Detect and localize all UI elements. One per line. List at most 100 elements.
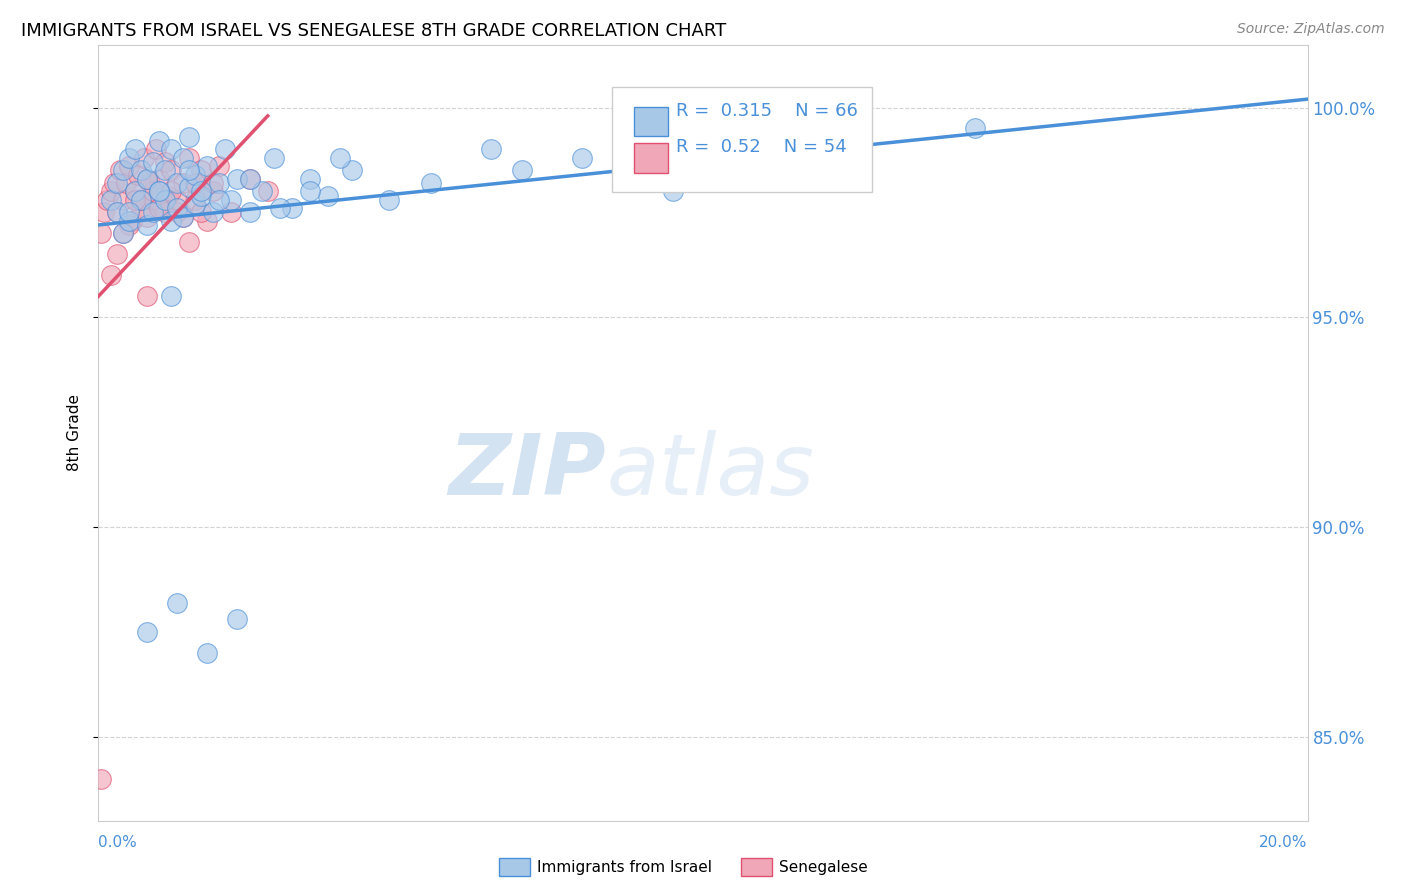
Text: R =  0.315    N = 66: R = 0.315 N = 66: [676, 102, 858, 120]
Point: [184, 193, 207, 207]
Point: [239, 171, 262, 186]
Text: ZIP: ZIP: [449, 430, 606, 513]
Point: [142, 155, 165, 169]
Point: [195, 214, 218, 228]
Point: [132, 151, 155, 165]
Point: [148, 201, 170, 215]
Point: [111, 193, 134, 207]
Point: [377, 193, 399, 207]
Point: [114, 176, 136, 190]
Point: [90, 227, 112, 241]
Point: [179, 151, 201, 165]
Point: [103, 176, 125, 190]
Point: [90, 772, 112, 786]
Point: [202, 205, 225, 219]
Point: [813, 155, 835, 169]
Point: [93, 205, 115, 219]
Point: [190, 188, 212, 202]
Point: [124, 193, 146, 207]
Point: [124, 185, 146, 199]
Point: [166, 595, 188, 609]
Point: [172, 176, 194, 190]
Point: [481, 143, 503, 157]
Point: [135, 171, 157, 186]
Point: [221, 205, 243, 219]
Point: [281, 201, 304, 215]
Point: [179, 235, 201, 249]
Point: [142, 185, 165, 199]
Point: [129, 163, 152, 178]
Point: [160, 163, 183, 178]
Point: [190, 163, 212, 178]
Point: [256, 185, 278, 199]
Point: [195, 646, 218, 660]
Point: [184, 168, 207, 182]
Point: [111, 227, 134, 241]
Point: [96, 193, 118, 207]
Text: 20.0%: 20.0%: [1260, 836, 1308, 850]
Point: [129, 193, 152, 207]
Point: [184, 197, 207, 211]
Point: [160, 143, 183, 157]
Point: [179, 129, 201, 144]
Point: [299, 185, 322, 199]
Point: [121, 214, 143, 228]
FancyBboxPatch shape: [612, 87, 872, 192]
Point: [299, 171, 322, 186]
Point: [263, 151, 285, 165]
Point: [239, 205, 262, 219]
Point: [105, 176, 128, 190]
Point: [214, 143, 236, 157]
Point: [226, 171, 249, 186]
Point: [179, 180, 201, 194]
Point: [342, 163, 364, 178]
Point: [127, 168, 149, 182]
Point: [239, 171, 262, 186]
Point: [156, 188, 179, 202]
Point: [150, 201, 173, 215]
Point: [166, 176, 188, 190]
Point: [148, 185, 170, 199]
Point: [329, 151, 352, 165]
Point: [269, 201, 291, 215]
Point: [153, 205, 176, 219]
Point: [208, 159, 231, 173]
Point: [184, 176, 207, 190]
Point: [160, 289, 183, 303]
Y-axis label: 8th Grade: 8th Grade: [66, 394, 82, 471]
Point: [190, 205, 212, 219]
Point: [250, 185, 273, 199]
Point: [135, 218, 157, 232]
Point: [160, 185, 183, 199]
Point: [179, 163, 201, 178]
Point: [100, 193, 122, 207]
Point: [105, 205, 128, 219]
Point: [965, 121, 987, 136]
Point: [148, 171, 170, 186]
Point: [105, 247, 128, 261]
Point: [208, 176, 231, 190]
Point: [510, 163, 533, 178]
Text: Immigrants from Israel: Immigrants from Israel: [537, 860, 711, 874]
Point: [571, 151, 593, 165]
Point: [118, 205, 141, 219]
Point: [118, 218, 141, 232]
Point: [100, 185, 122, 199]
FancyBboxPatch shape: [634, 143, 668, 173]
Point: [172, 210, 194, 224]
Point: [142, 193, 165, 207]
Point: [135, 289, 157, 303]
Point: [153, 155, 176, 169]
Point: [129, 201, 152, 215]
Point: [148, 134, 170, 148]
Point: [105, 205, 128, 219]
Point: [142, 205, 165, 219]
Point: [160, 214, 183, 228]
Text: IMMIGRANTS FROM ISRAEL VS SENEGALESE 8TH GRADE CORRELATION CHART: IMMIGRANTS FROM ISRAEL VS SENEGALESE 8TH…: [21, 22, 727, 40]
Point: [118, 159, 141, 173]
Point: [195, 159, 218, 173]
Point: [153, 163, 176, 178]
Point: [153, 193, 176, 207]
Point: [129, 193, 152, 207]
Point: [100, 268, 122, 283]
